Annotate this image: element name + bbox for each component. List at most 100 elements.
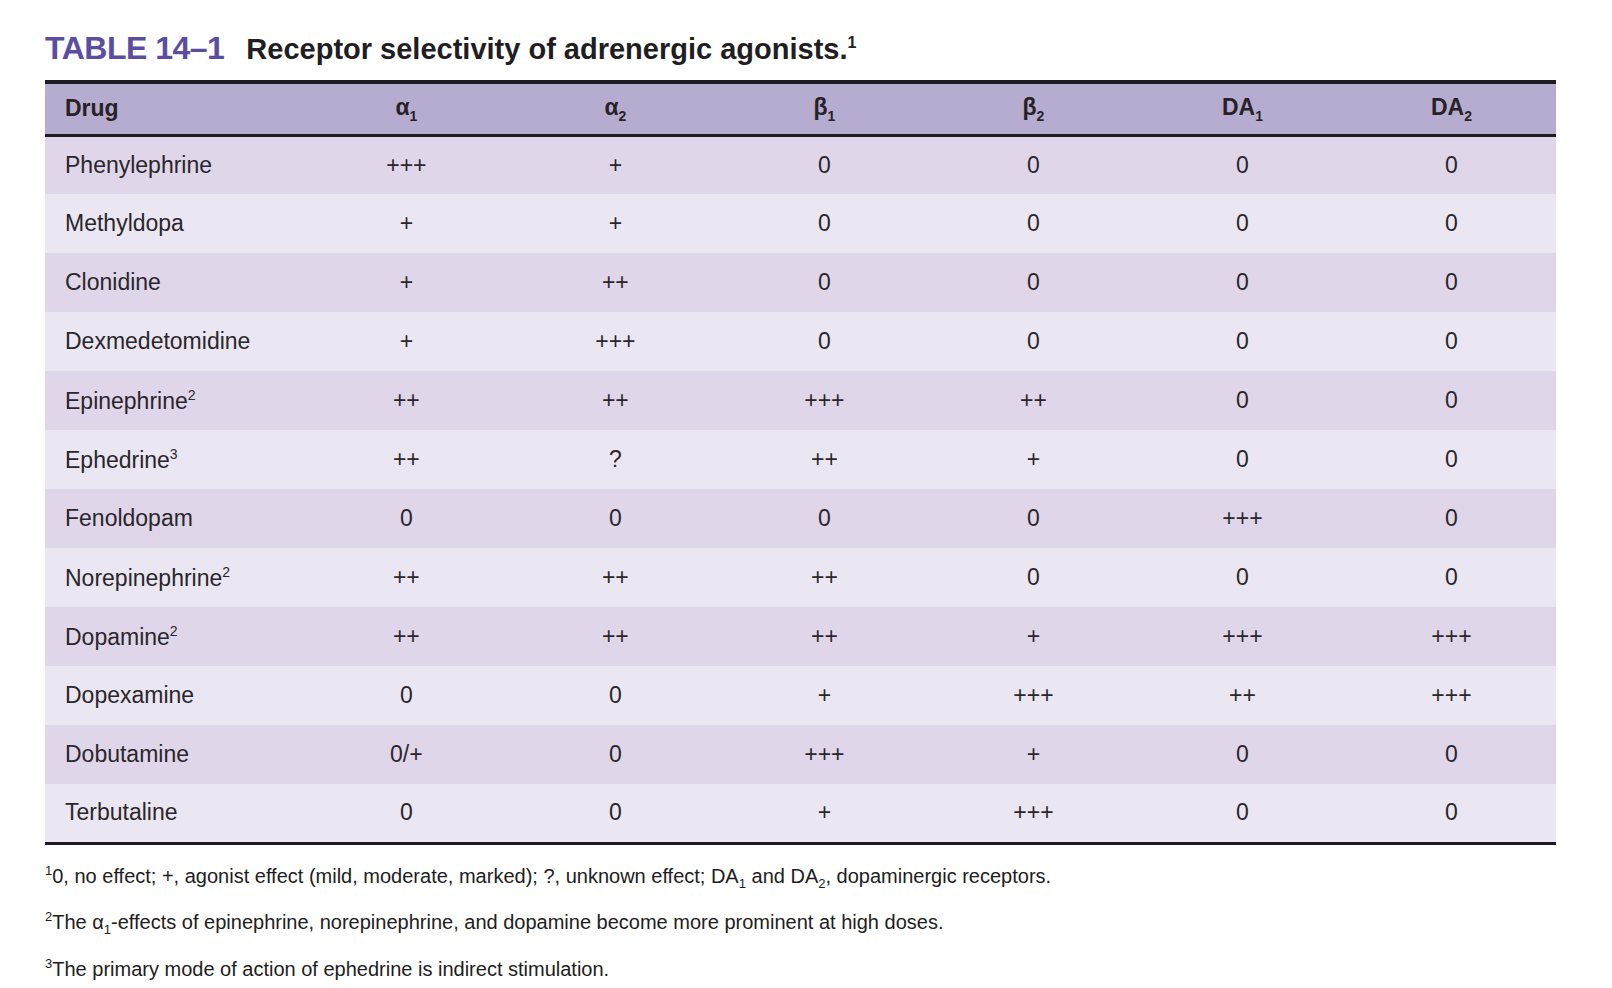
receptor-value-cell: 0 bbox=[1138, 312, 1347, 371]
column-header-subscript: 1 bbox=[410, 108, 418, 124]
receptor-value-cell: ? bbox=[511, 430, 720, 489]
receptor-value-cell: ++ bbox=[511, 371, 720, 430]
receptor-value-cell: 0 bbox=[720, 312, 929, 371]
table-row: Dobutamine0/+0++++00 bbox=[45, 725, 1556, 784]
receptor-value-cell: +++ bbox=[929, 666, 1138, 725]
drug-name-cell: Dobutamine bbox=[45, 725, 302, 784]
column-header-drug: Drug bbox=[45, 82, 302, 135]
receptor-selectivity-table: Drugα1α2β1β2DA1DA2 Phenylephrine++++0000… bbox=[45, 80, 1556, 845]
footnote-text: The primary mode of action of ephedrine … bbox=[52, 957, 609, 979]
receptor-value-cell: + bbox=[929, 607, 1138, 666]
receptor-value-cell: 0 bbox=[511, 725, 720, 784]
column-header-subscript: 1 bbox=[828, 108, 836, 124]
footnote-text: 0, no effect; +, agonist effect (mild, m… bbox=[52, 864, 738, 886]
table-number-label: TABLE 14–1 bbox=[45, 30, 224, 67]
column-header-label: DA bbox=[1431, 94, 1464, 120]
receptor-value-cell: + bbox=[511, 194, 720, 253]
receptor-value-cell: 0 bbox=[1347, 135, 1556, 194]
receptor-value-cell: 0 bbox=[1347, 371, 1556, 430]
receptor-value-cell: 0 bbox=[1138, 430, 1347, 489]
receptor-value-cell: + bbox=[511, 135, 720, 194]
receptor-value-cell: 0 bbox=[302, 784, 511, 843]
receptor-value-cell: 0 bbox=[1347, 489, 1556, 548]
column-header-label: α bbox=[395, 94, 409, 120]
drug-name-cell: Ephedrine3 bbox=[45, 430, 302, 489]
drug-footnote-marker: 2 bbox=[188, 387, 196, 403]
footnote-text: and DA bbox=[746, 864, 818, 886]
receptor-value-cell: 0 bbox=[720, 194, 929, 253]
receptor-value-cell: 0 bbox=[929, 194, 1138, 253]
receptor-value-cell: 0 bbox=[929, 135, 1138, 194]
receptor-value-cell: + bbox=[720, 784, 929, 843]
table-header-row: Drugα1α2β1β2DA1DA2 bbox=[45, 82, 1556, 135]
receptor-value-cell: +++ bbox=[1138, 489, 1347, 548]
receptor-value-cell: 0 bbox=[1138, 548, 1347, 607]
receptor-value-cell: +++ bbox=[302, 135, 511, 194]
receptor-value-cell: 0 bbox=[1138, 725, 1347, 784]
table-caption-footnote-marker: 1 bbox=[848, 34, 857, 51]
footnotes: 10, no effect; +, agonist effect (mild, … bbox=[45, 854, 1556, 986]
receptor-value-cell: +++ bbox=[720, 725, 929, 784]
column-header-DA1: DA1 bbox=[1138, 82, 1347, 135]
receptor-value-cell: +++ bbox=[1138, 607, 1347, 666]
table-row: Terbutaline00++++00 bbox=[45, 784, 1556, 843]
drug-name-cell: Dexmedetomidine bbox=[45, 312, 302, 371]
receptor-value-cell: 0 bbox=[302, 666, 511, 725]
drug-name: Methyldopa bbox=[65, 210, 184, 236]
drug-name-cell: Norepinephrine2 bbox=[45, 548, 302, 607]
receptor-value-cell: +++ bbox=[1347, 666, 1556, 725]
drug-name: Epinephrine bbox=[65, 387, 188, 413]
receptor-value-cell: + bbox=[720, 666, 929, 725]
drug-name: Terbutaline bbox=[65, 799, 178, 825]
receptor-value-cell: +++ bbox=[720, 371, 929, 430]
footnote-line: 10, no effect; +, agonist effect (mild, … bbox=[45, 854, 1556, 901]
column-header-subscript: 2 bbox=[619, 108, 627, 124]
column-header-β2: β2 bbox=[929, 82, 1138, 135]
receptor-value-cell: ++ bbox=[929, 371, 1138, 430]
receptor-value-cell: 0 bbox=[1138, 194, 1347, 253]
receptor-value-cell: + bbox=[302, 312, 511, 371]
drug-name: Phenylephrine bbox=[65, 152, 212, 178]
table-row: Dopamine2+++++++++++++ bbox=[45, 607, 1556, 666]
receptor-value-cell: 0 bbox=[1347, 253, 1556, 312]
drug-name-cell: Epinephrine2 bbox=[45, 371, 302, 430]
table-row: Ephedrine3++?+++00 bbox=[45, 430, 1556, 489]
table-row: Dopexamine00+++++++++ bbox=[45, 666, 1556, 725]
table-row: Clonidine+++0000 bbox=[45, 253, 1556, 312]
receptor-value-cell: 0 bbox=[929, 548, 1138, 607]
column-header-α1: α1 bbox=[302, 82, 511, 135]
drug-name: Ephedrine bbox=[65, 446, 170, 472]
receptor-value-cell: ++ bbox=[511, 253, 720, 312]
receptor-value-cell: ++ bbox=[302, 430, 511, 489]
drug-name-cell: Terbutaline bbox=[45, 784, 302, 843]
drug-name-cell: Clonidine bbox=[45, 253, 302, 312]
drug-name: Dobutamine bbox=[65, 741, 189, 767]
drug-name: Fenoldopam bbox=[65, 505, 193, 531]
receptor-value-cell: 0 bbox=[511, 489, 720, 548]
drug-name-cell: Dopexamine bbox=[45, 666, 302, 725]
receptor-value-cell: 0 bbox=[929, 489, 1138, 548]
receptor-value-cell: +++ bbox=[929, 784, 1138, 843]
document-page: TABLE 14–1 Receptor selectivity of adren… bbox=[0, 0, 1612, 985]
footnote-text: , dopaminergic receptors. bbox=[825, 864, 1051, 886]
receptor-value-cell: ++ bbox=[720, 430, 929, 489]
footnote-subscript: 1 bbox=[739, 875, 746, 890]
table-row: Methyldopa++0000 bbox=[45, 194, 1556, 253]
drug-footnote-marker: 3 bbox=[170, 446, 178, 462]
table-caption-text: Receptor selectivity of adrenergic agoni… bbox=[246, 33, 847, 65]
receptor-value-cell: 0 bbox=[1138, 371, 1347, 430]
receptor-value-cell: +++ bbox=[1347, 607, 1556, 666]
receptor-value-cell: ++ bbox=[302, 548, 511, 607]
column-header-label: Drug bbox=[65, 95, 119, 121]
column-header-subscript: 1 bbox=[1255, 108, 1263, 124]
receptor-value-cell: 0 bbox=[302, 489, 511, 548]
receptor-value-cell: 0 bbox=[1347, 430, 1556, 489]
drug-name: Dopamine bbox=[65, 623, 170, 649]
drug-name-cell: Dopamine2 bbox=[45, 607, 302, 666]
column-header-subscript: 2 bbox=[1037, 108, 1045, 124]
receptor-value-cell: ++ bbox=[1138, 666, 1347, 725]
footnote-line: 2The α1-effects of epinephrine, norepine… bbox=[45, 900, 1556, 947]
table-body: Phenylephrine++++0000Methyldopa++0000Clo… bbox=[45, 135, 1556, 843]
receptor-value-cell: 0 bbox=[1347, 548, 1556, 607]
column-header-label: DA bbox=[1222, 94, 1255, 120]
